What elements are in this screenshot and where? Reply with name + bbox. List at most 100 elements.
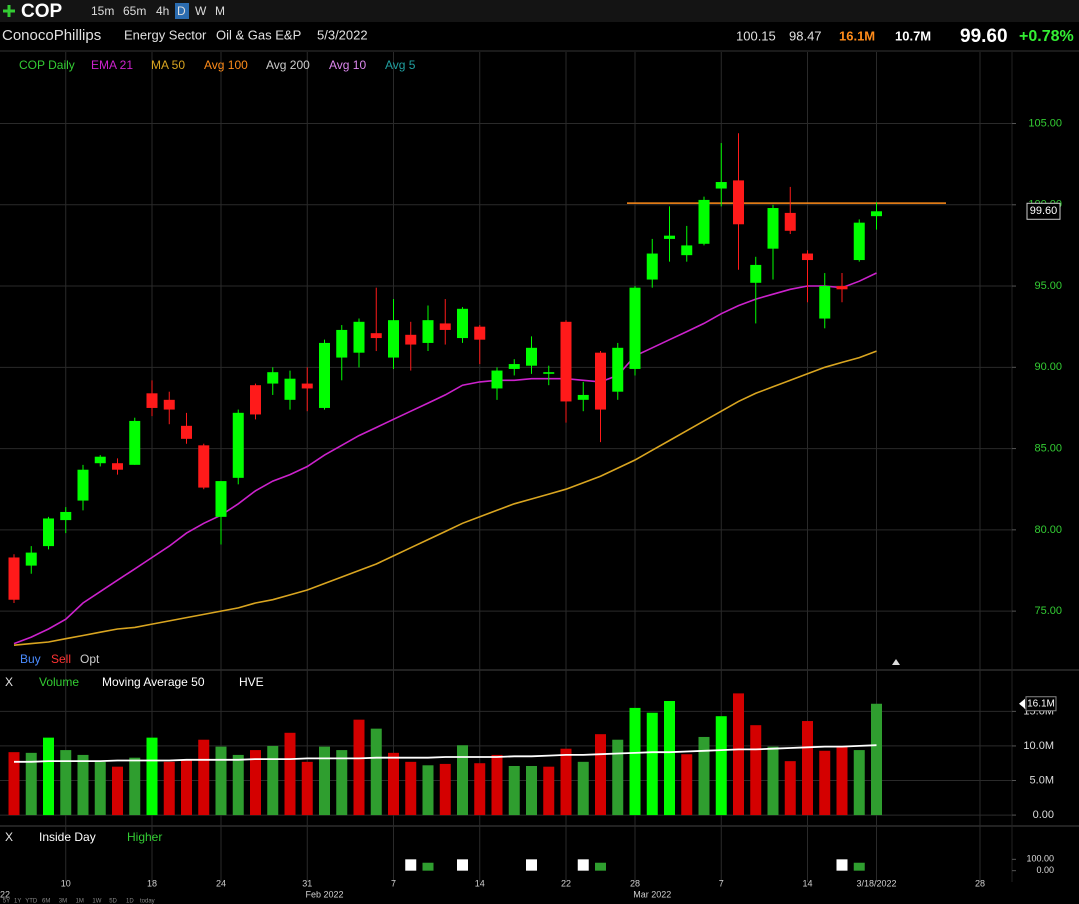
bar bbox=[422, 765, 434, 816]
legend-item[interactable]: HVE bbox=[239, 675, 264, 689]
bar bbox=[681, 754, 693, 816]
range-button[interactable]: 6M bbox=[42, 899, 50, 904]
bar bbox=[232, 754, 244, 816]
candle-body bbox=[577, 394, 589, 400]
opt-button[interactable]: Opt bbox=[80, 652, 100, 666]
bar bbox=[129, 757, 141, 816]
scroll-marker[interactable] bbox=[892, 659, 900, 665]
candle-body bbox=[370, 333, 382, 339]
buy-button[interactable]: Buy bbox=[20, 652, 41, 666]
bar bbox=[629, 707, 641, 816]
candle-body bbox=[698, 199, 710, 244]
average-line bbox=[14, 744, 877, 763]
bar bbox=[836, 859, 848, 871]
legend-item[interactable]: EMA 21 bbox=[91, 58, 133, 72]
legend-item[interactable]: MA 50 bbox=[151, 58, 185, 72]
bar bbox=[526, 859, 537, 871]
industry: Oil & Gas E&P bbox=[216, 27, 301, 42]
candle-body bbox=[94, 456, 106, 464]
range-button[interactable]: 5D bbox=[109, 899, 117, 904]
period-label: Mar 2022 bbox=[633, 889, 671, 899]
legend-item[interactable]: Volume bbox=[39, 675, 79, 689]
interval-button[interactable]: 4h bbox=[156, 4, 169, 18]
legend-item[interactable]: Moving Average 50 bbox=[102, 675, 205, 689]
interval-active bbox=[175, 3, 189, 19]
close-panel[interactable]: X bbox=[5, 675, 13, 689]
candle-body bbox=[543, 372, 555, 374]
interval-button[interactable]: M bbox=[215, 4, 225, 18]
symbol[interactable]: COP bbox=[21, 1, 63, 22]
quote-bar bbox=[0, 22, 1079, 50]
range-button[interactable]: 1M bbox=[76, 899, 84, 904]
legend-item[interactable]: Inside Day bbox=[39, 830, 96, 844]
candle-body bbox=[853, 222, 865, 261]
range-button[interactable]: 3M bbox=[59, 899, 67, 904]
x-tick-label: 3/18/2022 bbox=[856, 878, 896, 888]
sell-button[interactable]: Sell bbox=[51, 652, 71, 666]
y-tick-label: 85.00 bbox=[1034, 442, 1062, 454]
range-button[interactable]: YTD bbox=[25, 899, 38, 904]
x-tick-label: 28 bbox=[975, 878, 985, 888]
interval-button[interactable]: W bbox=[195, 4, 207, 18]
candle-body bbox=[871, 211, 882, 217]
interval-button[interactable]: 65m bbox=[123, 4, 146, 18]
candle-body bbox=[8, 557, 20, 600]
legend-item[interactable]: Higher bbox=[127, 830, 162, 844]
bar bbox=[543, 766, 555, 816]
bar bbox=[871, 703, 882, 816]
legend-item[interactable]: COP Daily bbox=[19, 58, 75, 72]
range-button[interactable]: 1W bbox=[92, 899, 101, 904]
candle-body bbox=[353, 321, 365, 353]
bar bbox=[853, 862, 865, 871]
y-tick-label: 95.00 bbox=[1034, 280, 1062, 292]
bar bbox=[595, 862, 606, 871]
range-button[interactable]: today bbox=[140, 899, 155, 904]
bar bbox=[405, 761, 417, 816]
candle-body bbox=[767, 208, 779, 249]
candle-body bbox=[146, 393, 158, 408]
bar bbox=[646, 712, 658, 816]
bar bbox=[267, 745, 279, 816]
candle-body bbox=[560, 321, 572, 402]
bar bbox=[163, 761, 175, 816]
bar bbox=[8, 752, 20, 816]
range-button[interactable]: 1D bbox=[126, 899, 134, 904]
bar bbox=[474, 763, 486, 816]
range-button[interactable]: 5Y bbox=[3, 899, 10, 904]
close-panel[interactable]: X bbox=[5, 830, 13, 844]
range-button[interactable]: 1Y bbox=[14, 899, 21, 904]
candle-body bbox=[802, 253, 813, 261]
low: 98.47 bbox=[789, 28, 822, 43]
legend-item[interactable]: Avg 10 bbox=[329, 58, 366, 72]
volume: 16.1M bbox=[839, 28, 875, 43]
interval-button[interactable]: D bbox=[177, 4, 186, 18]
bar bbox=[319, 746, 330, 816]
legend-item[interactable]: Avg 100 bbox=[204, 58, 248, 72]
interval-button[interactable]: 15m bbox=[91, 4, 114, 18]
avg-volume: 10.7M bbox=[895, 28, 931, 43]
candle-body bbox=[439, 323, 451, 330]
x-tick-label: 7 bbox=[719, 878, 724, 888]
bar bbox=[560, 748, 572, 816]
add-icon[interactable] bbox=[3, 5, 15, 17]
bar bbox=[664, 700, 675, 816]
candle-body bbox=[129, 420, 141, 465]
candle-body bbox=[526, 347, 537, 366]
legend-item[interactable]: Avg 200 bbox=[266, 58, 310, 72]
x-tick-label: 18 bbox=[147, 878, 157, 888]
bar bbox=[733, 693, 744, 816]
candle-body bbox=[319, 342, 330, 408]
sector: Energy Sector bbox=[124, 27, 207, 42]
candle-body bbox=[457, 308, 468, 339]
bar bbox=[60, 750, 72, 816]
toolbar bbox=[0, 0, 1079, 22]
bar bbox=[595, 734, 606, 816]
moving-average-line bbox=[13, 272, 877, 645]
y-tick-label: 75.00 bbox=[1034, 605, 1062, 617]
last-price-label: 99.60 bbox=[1030, 205, 1058, 217]
bar bbox=[43, 737, 54, 816]
legend-item[interactable]: Avg 5 bbox=[385, 58, 416, 72]
candle-body bbox=[750, 264, 762, 283]
